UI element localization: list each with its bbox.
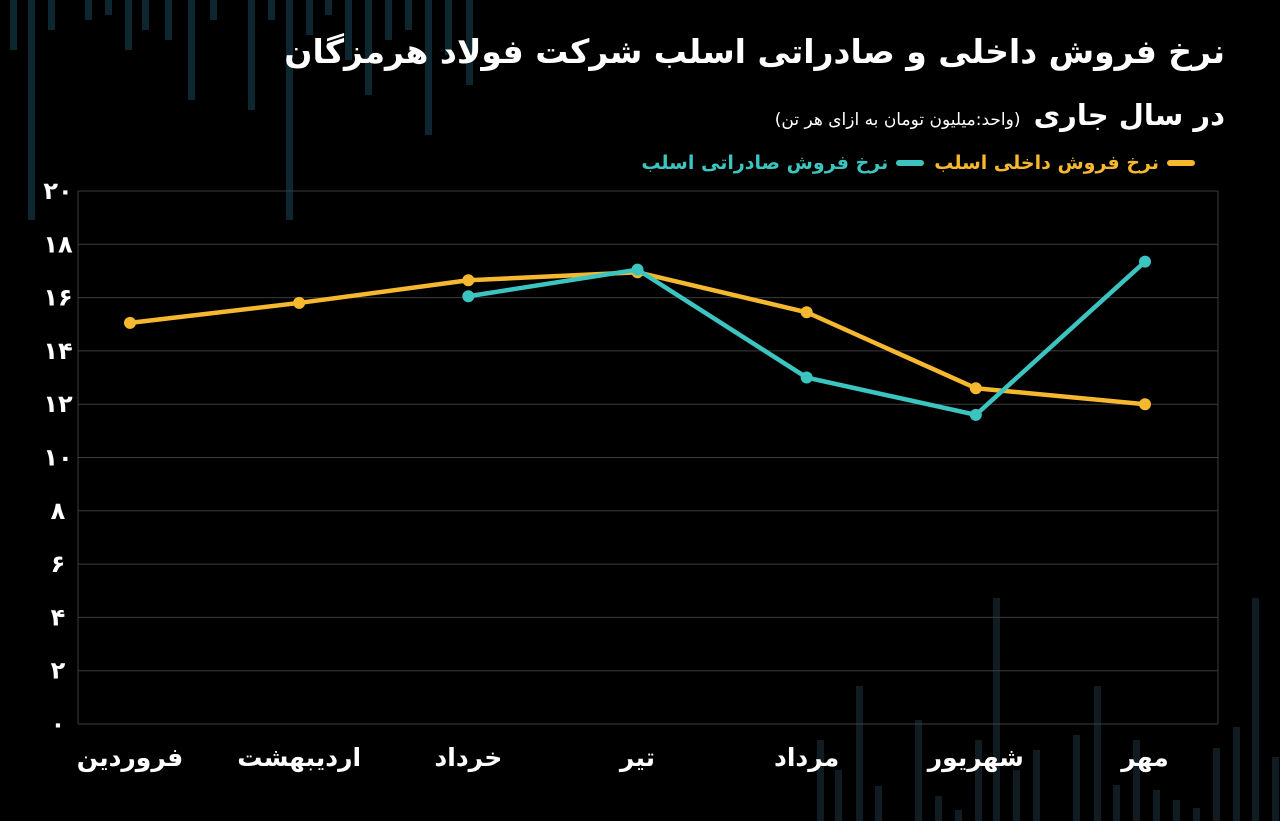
x-tick-label: شهریور <box>926 743 1024 773</box>
y-tick-label: ۱۴ <box>43 337 72 365</box>
data-point <box>969 382 982 395</box>
bg-bar-27 <box>935 796 942 821</box>
bg-bar-38 <box>1173 800 1180 821</box>
bg-bar-42 <box>1252 598 1259 821</box>
bg-bar-21 <box>466 0 473 85</box>
bg-bar-15 <box>345 0 352 60</box>
y-axis: ۰ ۲ ۴ ۶ ۸ ۱۰ ۱۲ ۱۴ ۱۶ ۱۸ ۲۰ <box>43 177 73 738</box>
bg-bar-13 <box>306 0 313 35</box>
bg-bar-28 <box>955 810 962 821</box>
bg-bar-40 <box>1213 748 1220 821</box>
data-point <box>800 371 813 384</box>
y-tick-label: ۱۲ <box>43 390 73 418</box>
bg-bar-16 <box>365 0 372 95</box>
bg-bar-9 <box>210 0 217 20</box>
y-tick-label: ۱۸ <box>43 230 73 258</box>
bg-bar-6 <box>142 0 149 30</box>
y-tick-label: ۸ <box>51 497 66 525</box>
bg-bar-22 <box>817 740 824 821</box>
unit-label: (واحد:میلیون تومان به ازای هر تن) <box>774 110 1021 130</box>
bg-bar-32 <box>1033 750 1040 821</box>
series-line-0 <box>127 270 1148 407</box>
legend-swatch-domestic <box>1167 160 1195 166</box>
series-line-1 <box>466 259 1148 418</box>
bg-bar-7 <box>165 0 172 40</box>
bg-bar-30 <box>993 598 1000 821</box>
data-point <box>800 306 813 319</box>
chart-legend: نرخ فروش داخلی اسلب نرخ فروش صادراتی اسل… <box>641 152 1195 174</box>
bg-bar-35 <box>1113 785 1120 821</box>
bg-bar-23 <box>835 770 842 821</box>
bg-bar-1 <box>28 0 35 220</box>
bg-bar-20 <box>445 0 452 55</box>
bg-bar-34 <box>1094 686 1101 821</box>
bg-bar-4 <box>105 0 112 15</box>
x-tick-label: خرداد <box>434 743 502 773</box>
bg-bar-3 <box>85 0 92 20</box>
x-tick-label: مهر <box>1119 743 1169 773</box>
bg-bar-26 <box>915 720 922 821</box>
bg-bar-19 <box>425 0 432 135</box>
legend-item-export: نرخ فروش صادراتی اسلب <box>641 152 925 174</box>
bg-bar-8 <box>188 0 195 100</box>
chart-grid <box>77 190 1219 725</box>
bg-bar-41 <box>1233 727 1240 821</box>
y-tick-label: ۶ <box>51 550 66 578</box>
data-point <box>969 408 982 421</box>
bg-bar-18 <box>405 0 412 30</box>
bg-bar-31 <box>1013 770 1020 821</box>
bg-bar-0 <box>10 0 17 50</box>
legend-item-domestic: نرخ فروش داخلی اسلب <box>934 152 1195 174</box>
subtitle-main: در سال جاری <box>1033 98 1225 132</box>
chart-series <box>124 255 1151 421</box>
data-point <box>631 263 644 276</box>
bg-bar-14 <box>325 0 332 15</box>
series-0 <box>124 266 1151 411</box>
data-point <box>462 290 475 303</box>
y-tick-label: ۴ <box>51 603 66 631</box>
series-1 <box>462 255 1151 421</box>
x-tick-label: تیر <box>618 743 655 773</box>
bg-bar-43 <box>1272 757 1279 821</box>
bg-bar-33 <box>1073 735 1080 821</box>
bg-bar-24 <box>856 686 863 821</box>
y-tick-label: ۲ <box>51 657 66 685</box>
x-tick-label: فروردین <box>77 743 184 773</box>
data-point <box>1139 398 1151 411</box>
legend-label-export: نرخ فروش صادراتی اسلب <box>641 152 889 174</box>
data-point <box>293 296 306 309</box>
x-tick-label: مرداد <box>774 743 839 773</box>
bg-bar-12 <box>286 0 293 220</box>
y-tick-label: ۱۰ <box>43 444 72 472</box>
bg-bar-29 <box>975 740 982 821</box>
legend-swatch-export <box>896 160 925 166</box>
x-axis: فروردین اردیبهشت خرداد تیر مرداد شهریور مهر <box>77 743 1169 773</box>
chart-subtitle: در سال جاری (واحد:میلیون تومان به ازای ه… <box>775 98 1225 132</box>
bg-bar-25 <box>875 786 882 821</box>
bg-bar-11 <box>268 0 275 20</box>
background-bars-decoration <box>10 0 1279 821</box>
legend-label-domestic: نرخ فروش داخلی اسلب <box>934 152 1159 174</box>
bg-bar-10 <box>248 0 255 110</box>
x-tick-label: اردیبهشت <box>237 743 361 773</box>
data-point <box>1139 255 1151 268</box>
bg-bar-37 <box>1153 790 1160 821</box>
bg-bar-5 <box>125 0 132 50</box>
data-point <box>462 274 475 287</box>
bg-bar-2 <box>48 0 55 30</box>
bg-bar-17 <box>385 0 392 40</box>
y-tick-label: ۲۰ <box>43 177 72 205</box>
data-point <box>124 316 136 329</box>
bg-bar-39 <box>1193 808 1200 821</box>
chart-title: نرخ فروش داخلی و صادراتی اسلب شرکت فولاد… <box>284 32 1225 71</box>
y-tick-label: ۰ <box>51 710 66 738</box>
bg-bar-36 <box>1133 740 1140 821</box>
y-tick-label: ۱۶ <box>43 284 72 312</box>
